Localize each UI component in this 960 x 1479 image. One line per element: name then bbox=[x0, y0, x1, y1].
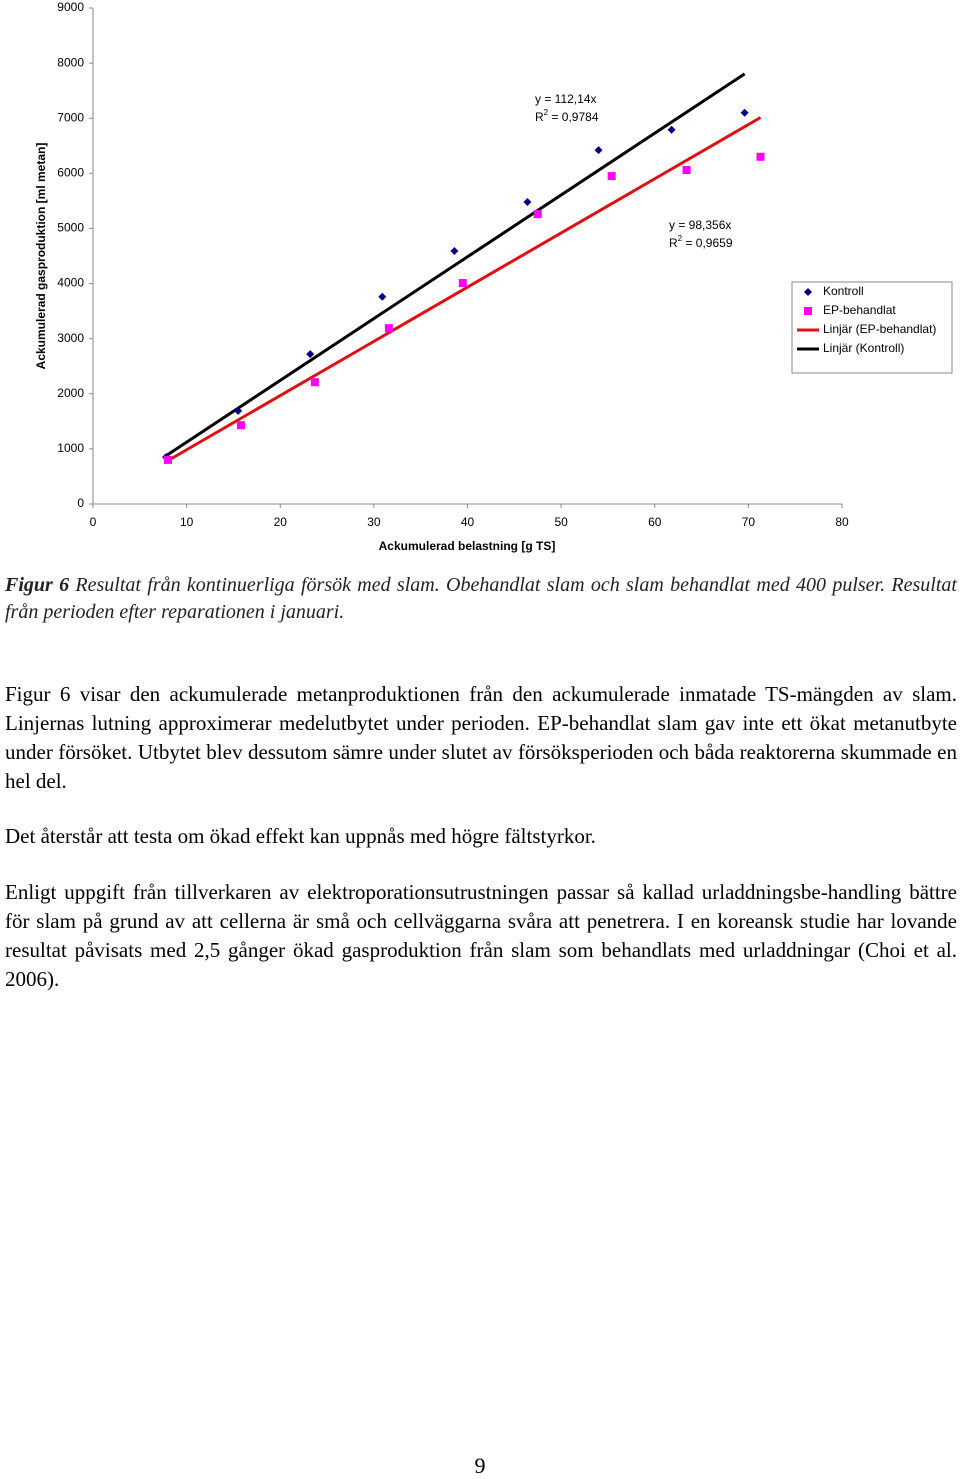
r-value: = 0,9659 bbox=[682, 236, 733, 250]
point bbox=[523, 197, 532, 206]
legend-label: Linjär (Kontroll) bbox=[823, 341, 904, 355]
point bbox=[163, 455, 172, 464]
y-tick-label: 5000 bbox=[57, 221, 84, 235]
legend-label: Kontroll bbox=[823, 284, 864, 298]
x-axis-title: Ackumulerad belastning [g TS] bbox=[379, 539, 556, 553]
x-tick-label: 0 bbox=[90, 515, 97, 529]
point bbox=[306, 350, 315, 359]
trendline bbox=[167, 116, 762, 462]
y-tick-label: 9000 bbox=[57, 0, 84, 14]
x-tick-label: 30 bbox=[367, 515, 381, 529]
point bbox=[384, 324, 393, 333]
r-label: R bbox=[669, 236, 678, 250]
legend-swatch bbox=[804, 288, 812, 296]
x-tick-label: 40 bbox=[461, 515, 475, 529]
caption-text: Resultat från kontinuerliga försök med s… bbox=[5, 574, 957, 623]
legend-label: EP-behandlat bbox=[823, 303, 896, 317]
r-squared: R2 = 0,9784 bbox=[535, 108, 599, 124]
paragraph: Det återstår att testa om ökad effekt ka… bbox=[5, 824, 596, 848]
y-tick-label: 0 bbox=[77, 496, 84, 510]
point bbox=[533, 210, 542, 219]
point bbox=[607, 172, 616, 181]
paragraph: Enligt uppgift från tillverkaren av elek… bbox=[5, 880, 957, 991]
legend-label: Linjär (EP-behandlat) bbox=[823, 322, 936, 336]
y-axis-title: Ackumulerad gasproduktion [ml metan] bbox=[34, 143, 48, 370]
y-tick-label: 1000 bbox=[57, 441, 84, 455]
x-tick-label: 80 bbox=[835, 515, 849, 529]
point bbox=[756, 152, 765, 161]
point bbox=[310, 378, 319, 387]
y-tick-label: 2000 bbox=[57, 386, 84, 400]
y-tick-label: 6000 bbox=[57, 166, 84, 180]
point bbox=[740, 108, 749, 117]
y-tick-label: 4000 bbox=[57, 276, 84, 290]
paragraph: Figur 6 visar den ackumulerade metanprod… bbox=[5, 682, 957, 793]
equation: y = 112,14x bbox=[535, 92, 597, 106]
caption-label: Figur 6 bbox=[5, 574, 70, 596]
figure-caption: Figur 6 Resultat från kontinuerliga förs… bbox=[5, 572, 957, 626]
y-tick-label: 8000 bbox=[57, 55, 84, 69]
x-tick-label: 70 bbox=[742, 515, 756, 529]
x-tick-label: 20 bbox=[274, 515, 288, 529]
y-tick-label: 7000 bbox=[57, 110, 84, 124]
r-label: R bbox=[535, 110, 544, 124]
equation: y = 98,356x bbox=[669, 218, 731, 232]
r-sup: 2 bbox=[678, 234, 683, 243]
point bbox=[458, 279, 467, 288]
point bbox=[236, 421, 245, 430]
chart: Ackumulerad gasproduktion [ml metan] Ack… bbox=[34, 0, 953, 553]
y-tick-label: 3000 bbox=[57, 331, 84, 345]
page-number: 9 bbox=[474, 1453, 486, 1478]
legend-swatch bbox=[804, 307, 812, 315]
r-sup: 2 bbox=[544, 108, 549, 117]
x-tick-label: 60 bbox=[648, 515, 662, 529]
point bbox=[594, 146, 603, 155]
point bbox=[682, 166, 691, 175]
point bbox=[234, 406, 243, 415]
point bbox=[450, 247, 459, 256]
point bbox=[667, 125, 676, 134]
trendline bbox=[165, 72, 746, 458]
r-squared: R2 = 0,9659 bbox=[669, 234, 733, 250]
legend-box bbox=[791, 281, 953, 374]
x-tick-label: 10 bbox=[180, 515, 194, 529]
point bbox=[378, 292, 387, 301]
r-value: = 0,9784 bbox=[548, 110, 599, 124]
x-tick-label: 50 bbox=[554, 515, 568, 529]
